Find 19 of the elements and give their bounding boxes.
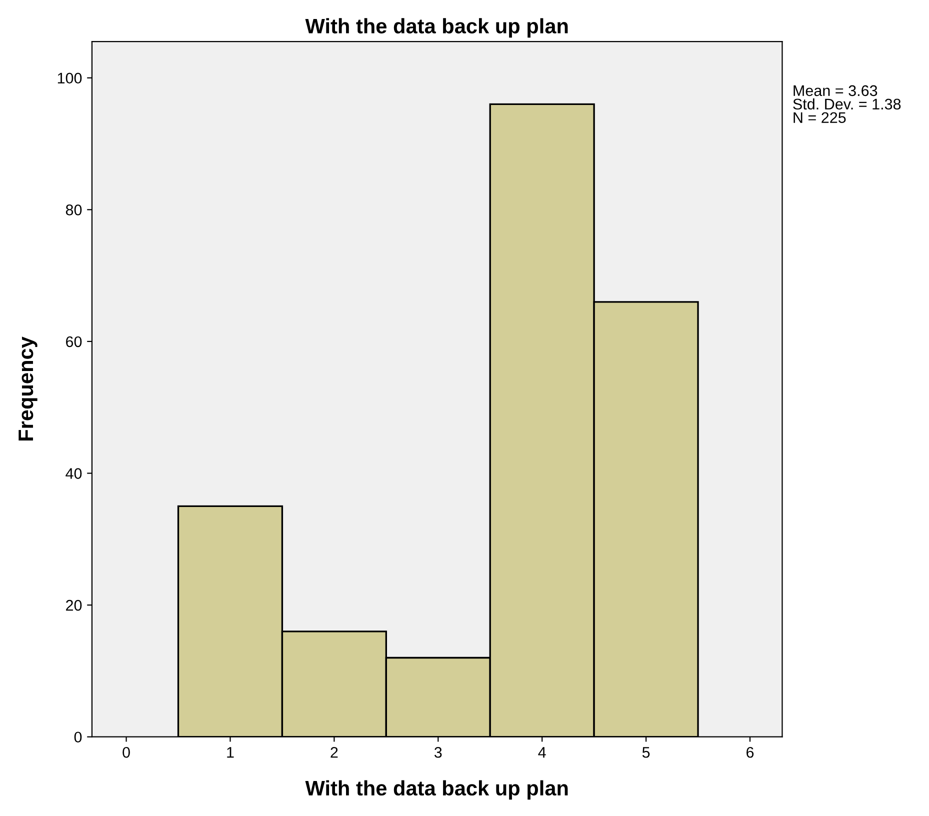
text: N = 225	[794, 112, 846, 124]
y-tick-label: 80	[66, 204, 82, 216]
x-tick-label: 4	[538, 747, 546, 758]
y-tick-label: 40	[66, 468, 82, 479]
x-tick-label: 1	[227, 747, 234, 758]
chart-title: With the data back up plan	[305, 18, 568, 38]
x-tick-label: 6	[746, 746, 754, 758]
text: Mean = 3.63	[794, 85, 878, 96]
text: Std. Dev. = 1.38	[793, 98, 901, 110]
y-tick-label: 0	[74, 732, 82, 743]
x-tick-label: 2	[330, 746, 338, 758]
y-axis-title: Frequency	[18, 336, 38, 441]
y-tick-label: 60	[66, 336, 82, 348]
y-tick-label: 100	[58, 72, 82, 84]
y-tick-label: 20	[66, 600, 82, 611]
x-axis-title: With the data back up plan	[305, 780, 568, 800]
x-tick-label: 3	[434, 746, 442, 758]
x-tick-label: 0	[122, 746, 130, 758]
x-tick-label: 5	[642, 747, 650, 758]
